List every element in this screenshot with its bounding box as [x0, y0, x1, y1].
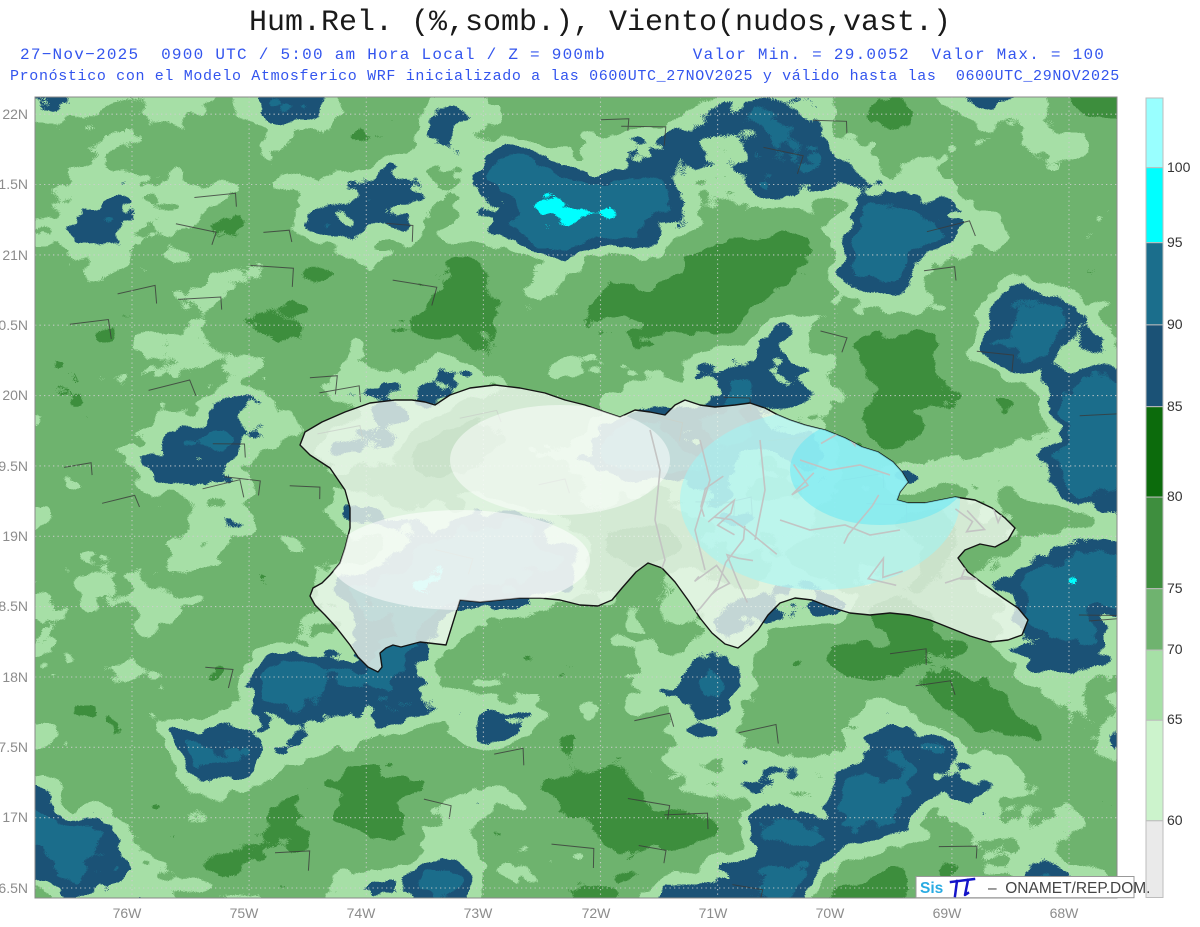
svg-text:75: 75 [1167, 580, 1183, 596]
svg-text:8.5N: 8.5N [0, 598, 28, 614]
svg-text:17N: 17N [2, 809, 28, 825]
svg-text:70: 70 [1167, 641, 1183, 657]
svg-text:69W: 69W [933, 905, 963, 921]
svg-text:22N: 22N [2, 106, 28, 122]
svg-text:73W: 73W [464, 905, 494, 921]
svg-text:68W: 68W [1050, 905, 1080, 921]
svg-text:71W: 71W [699, 905, 729, 921]
svg-text:7.5N: 7.5N [0, 739, 28, 755]
svg-text:85: 85 [1167, 398, 1183, 414]
svg-text:74W: 74W [347, 905, 377, 921]
svg-text:70W: 70W [816, 905, 846, 921]
svg-text:20N: 20N [2, 387, 28, 403]
svg-text:18N: 18N [2, 669, 28, 685]
svg-text:60: 60 [1167, 812, 1183, 828]
svg-text:1.5N: 1.5N [0, 176, 28, 192]
svg-text:80: 80 [1167, 488, 1183, 504]
svg-text:95: 95 [1167, 234, 1183, 250]
svg-text:9.5N: 9.5N [0, 458, 28, 474]
svg-text:75W: 75W [230, 905, 260, 921]
svg-text:0.5N: 0.5N [0, 317, 28, 333]
svg-text:– ONAMET/REP.DOM.: – ONAMET/REP.DOM. [988, 880, 1151, 897]
svg-text:Sis: Sis [920, 880, 943, 897]
svg-text:90: 90 [1167, 316, 1183, 332]
svg-text:19N: 19N [2, 528, 28, 544]
svg-text:21N: 21N [2, 247, 28, 263]
svg-text:76W: 76W [113, 905, 143, 921]
svg-text:6.5N: 6.5N [0, 880, 28, 896]
svg-text:65: 65 [1167, 711, 1183, 727]
svg-text:100: 100 [1167, 159, 1191, 175]
svg-text:72W: 72W [582, 905, 612, 921]
